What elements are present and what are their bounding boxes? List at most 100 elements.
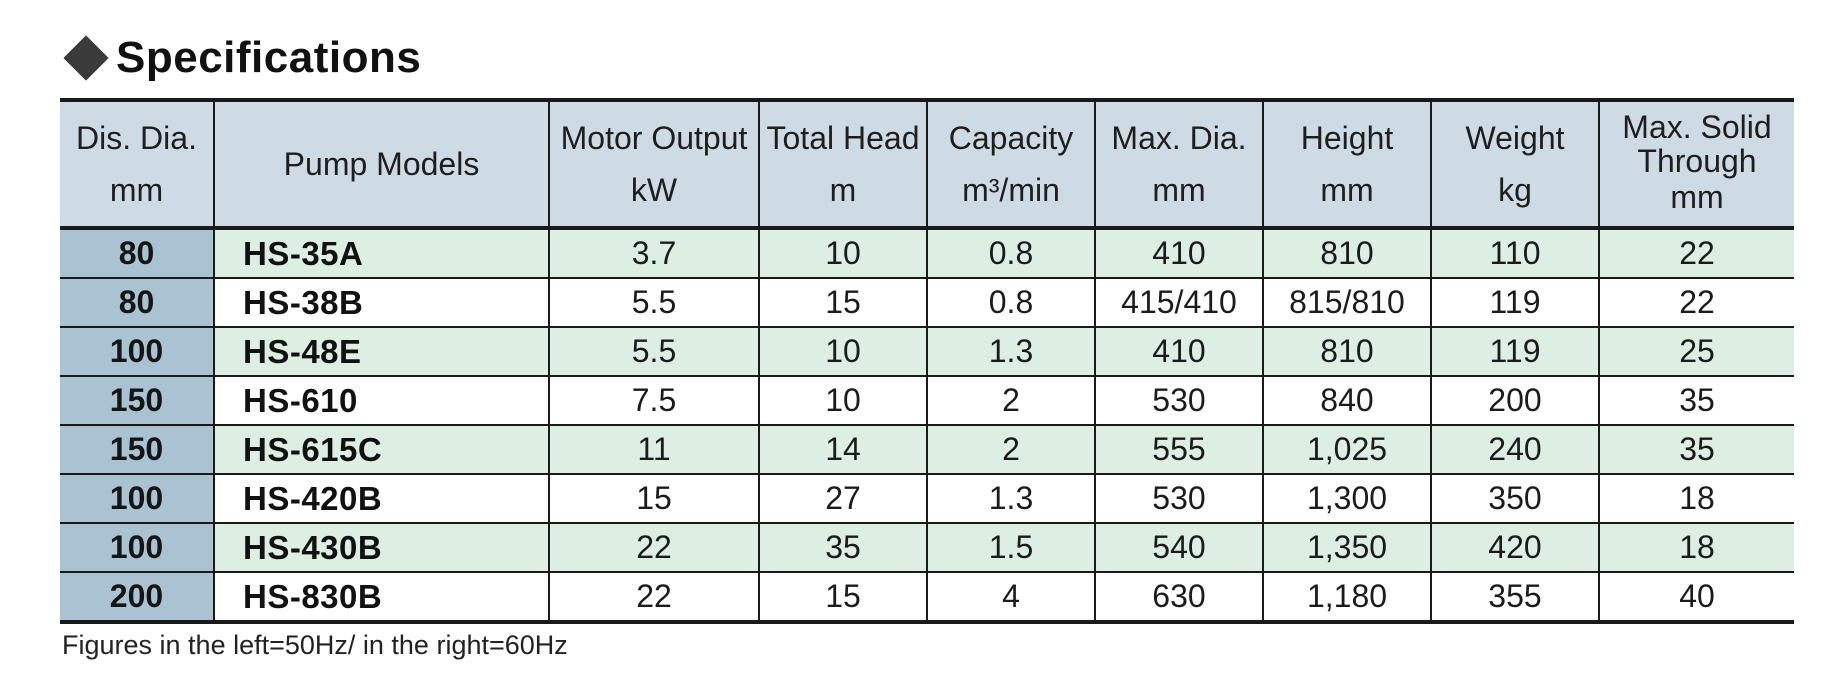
cell-max-dia: 410 <box>1094 228 1264 278</box>
cell-dis-dia: 150 <box>60 424 215 474</box>
cell-max-solid: 22 <box>1598 277 1794 327</box>
header-motor-output: Motor Output kW <box>548 100 760 230</box>
cell-pump-model: HS-615C <box>213 424 550 474</box>
cell-dis-dia: 150 <box>60 375 215 425</box>
table-row: 100 HS-48E 5.5 10 1.3 410 810 119 25 <box>60 326 1794 376</box>
cell-max-solid: 40 <box>1598 571 1794 622</box>
header-capacity: Capacity m³/min <box>926 100 1096 230</box>
table-row: 150 HS-610 7.5 10 2 530 840 200 35 <box>60 375 1794 425</box>
cell-weight: 420 <box>1430 522 1600 572</box>
cell-height: 1,025 <box>1262 424 1432 474</box>
diamond-bullet-icon <box>63 35 109 81</box>
cell-max-solid: 22 <box>1598 228 1794 278</box>
cell-max-solid: 35 <box>1598 375 1794 425</box>
table-row: 150 HS-615C 11 14 2 555 1,025 240 35 <box>60 424 1794 474</box>
cell-motor-output: 15 <box>548 473 760 523</box>
cell-motor-output: 5.5 <box>548 277 760 327</box>
header-unit: m <box>829 172 857 208</box>
cell-motor-output: 3.7 <box>548 228 760 278</box>
cell-capacity: 0.8 <box>926 228 1096 278</box>
header-total-head: Total Head m <box>758 100 928 230</box>
cell-max-dia: 630 <box>1094 571 1264 622</box>
cell-capacity: 1.3 <box>926 473 1096 523</box>
cell-max-solid: 25 <box>1598 326 1794 376</box>
cell-motor-output: 7.5 <box>548 375 760 425</box>
cell-dis-dia: 100 <box>60 326 215 376</box>
cell-total-head: 10 <box>758 326 928 376</box>
cell-height: 1,180 <box>1262 571 1432 622</box>
cell-height: 1,300 <box>1262 473 1432 523</box>
header-label: Total Head <box>766 119 920 156</box>
header-label: Height <box>1300 119 1394 156</box>
header-height: Height mm <box>1262 100 1432 230</box>
cell-pump-model: HS-38B <box>213 277 550 327</box>
specifications-table: Dis. Dia. mm Pump Models Motor Output kW… <box>60 98 1794 624</box>
cell-capacity: 2 <box>926 424 1096 474</box>
header-label: Through <box>1637 142 1757 179</box>
table-row: 200 HS-830B 22 15 4 630 1,180 355 40 <box>60 571 1794 622</box>
cell-weight: 110 <box>1430 228 1600 278</box>
cell-max-solid: 18 <box>1598 522 1794 572</box>
header-max-dia: Max. Dia. mm <box>1094 100 1264 230</box>
cell-max-dia: 530 <box>1094 375 1264 425</box>
cell-capacity: 1.3 <box>926 326 1096 376</box>
header-max-solid-through: Max. Solid Through mm <box>1598 100 1794 230</box>
table-row: 80 HS-38B 5.5 15 0.8 415/410 815/810 119 22 <box>60 277 1794 327</box>
cell-motor-output: 11 <box>548 424 760 474</box>
cell-motor-output: 5.5 <box>548 326 760 376</box>
cell-dis-dia: 80 <box>60 228 215 278</box>
cell-height: 810 <box>1262 228 1432 278</box>
cell-height: 1,350 <box>1262 522 1432 572</box>
cell-total-head: 27 <box>758 473 928 523</box>
cell-capacity: 4 <box>926 571 1096 622</box>
cell-total-head: 10 <box>758 228 928 278</box>
header-unit: mm <box>1670 179 1724 216</box>
cell-pump-model: HS-830B <box>213 571 550 622</box>
cell-pump-model: HS-35A <box>213 228 550 278</box>
cell-weight: 240 <box>1430 424 1600 474</box>
cell-height: 810 <box>1262 326 1432 376</box>
cell-total-head: 14 <box>758 424 928 474</box>
cell-max-dia: 415/410 <box>1094 277 1264 327</box>
cell-total-head: 15 <box>758 277 928 327</box>
cell-weight: 355 <box>1430 571 1600 622</box>
cell-height: 840 <box>1262 375 1432 425</box>
page-title: Specifications <box>116 33 422 82</box>
header-unit: kg <box>1498 172 1532 208</box>
table-row: 80 HS-35A 3.7 10 0.8 410 810 110 22 <box>60 228 1794 278</box>
header-row: Dis. Dia. mm Pump Models Motor Output kW… <box>60 100 1794 230</box>
header-label: Motor Output <box>560 119 748 156</box>
title-row: Specifications <box>62 30 421 86</box>
cell-total-head: 35 <box>758 522 928 572</box>
cell-weight: 200 <box>1430 375 1600 425</box>
cell-max-solid: 18 <box>1598 473 1794 523</box>
cell-pump-model: HS-430B <box>213 522 550 572</box>
header-unit: m³/min <box>962 172 1060 208</box>
header-unit: mm <box>1152 172 1206 208</box>
cell-capacity: 1.5 <box>926 522 1096 572</box>
header-label: Max. Solid <box>1622 109 1772 146</box>
cell-total-head: 10 <box>758 375 928 425</box>
footnote: Figures in the left=50Hz/ in the right=6… <box>62 630 568 660</box>
cell-pump-model: HS-48E <box>213 326 550 376</box>
cell-dis-dia: 100 <box>60 473 215 523</box>
cell-weight: 350 <box>1430 473 1600 523</box>
cell-height: 815/810 <box>1262 277 1432 327</box>
header-unit: mm <box>109 172 164 208</box>
cell-max-dia: 540 <box>1094 522 1264 572</box>
header-label: Pump Models <box>283 145 480 182</box>
header-label: Max. Dia. <box>1111 119 1247 156</box>
header-label: Weight <box>1465 119 1565 156</box>
header-pump-models: Pump Models <box>213 100 550 230</box>
header-weight: Weight kg <box>1430 100 1600 230</box>
table-row: 100 HS-420B 15 27 1.3 530 1,300 350 18 <box>60 473 1794 523</box>
cell-max-dia: 530 <box>1094 473 1264 523</box>
cell-dis-dia: 200 <box>60 571 215 622</box>
cell-max-dia: 555 <box>1094 424 1264 474</box>
cell-total-head: 15 <box>758 571 928 622</box>
cell-max-solid: 35 <box>1598 424 1794 474</box>
cell-weight: 119 <box>1430 326 1600 376</box>
cell-capacity: 2 <box>926 375 1096 425</box>
table-row: 100 HS-430B 22 35 1.5 540 1,350 420 18 <box>60 522 1794 572</box>
